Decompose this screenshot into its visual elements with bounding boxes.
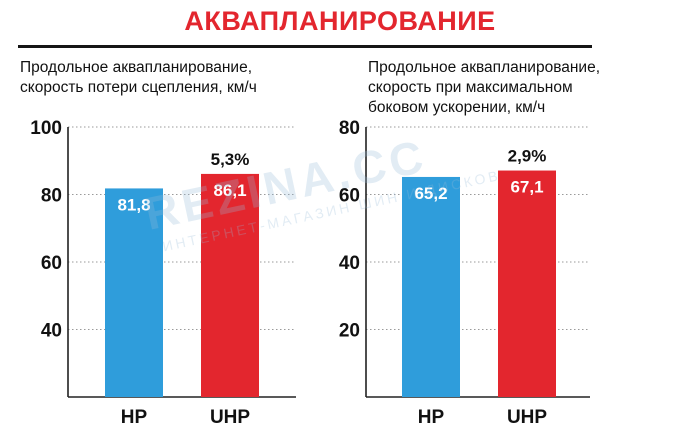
right-data-label-uhp: 67,1 [510, 178, 543, 197]
left-y-tick-label: 40 [41, 321, 62, 342]
right-data-label-hp: 65,2 [414, 184, 447, 203]
right-caption-line: боковом ускорении, км/ч [368, 99, 546, 116]
left-y-tick-label: 60 [41, 253, 62, 274]
right-caption-line: скорость при максимальном [368, 79, 573, 96]
right-caption-line: Продольное аквапланирование, [368, 59, 601, 76]
left-caption-line: скорость потери сцепления, км/ч [20, 79, 257, 96]
right-y-tick-label: 40 [339, 253, 360, 274]
right-chart-caption: Продольное аквапланирование, скорость пр… [368, 58, 600, 118]
right-x-tick-label: UHP [507, 407, 547, 428]
left-chart-caption: Продольное аквапланирование, скорость по… [20, 58, 257, 98]
page-title: АКВАПЛАНИРОВАНИЕ [184, 6, 496, 36]
left-x-tick-label: HP [121, 407, 148, 428]
title-rule [18, 45, 592, 48]
left-difference-annotation: 5,3% [211, 150, 250, 169]
right-bar-uhp [498, 170, 556, 397]
left-y-tick-label: 80 [41, 186, 62, 207]
left-bar-uhp [201, 173, 259, 397]
right-difference-annotation: 2,9% [508, 147, 547, 166]
right-y-tick-label: 60 [339, 186, 360, 207]
left-data-label-hp: 81,8 [117, 195, 150, 214]
left-data-label-uhp: 86,1 [213, 181, 246, 200]
left-y-tick-label: 100 [30, 118, 62, 139]
right-y-tick-label: 80 [339, 118, 360, 139]
left-bar-hp [105, 188, 163, 397]
right-y-tick-label: 20 [339, 321, 360, 342]
right-bar-hp [402, 176, 460, 397]
left-x-tick-label: UHP [210, 407, 250, 428]
left-caption-line: Продольное аквапланирование, [20, 59, 253, 76]
right-x-tick-label: HP [418, 407, 445, 428]
